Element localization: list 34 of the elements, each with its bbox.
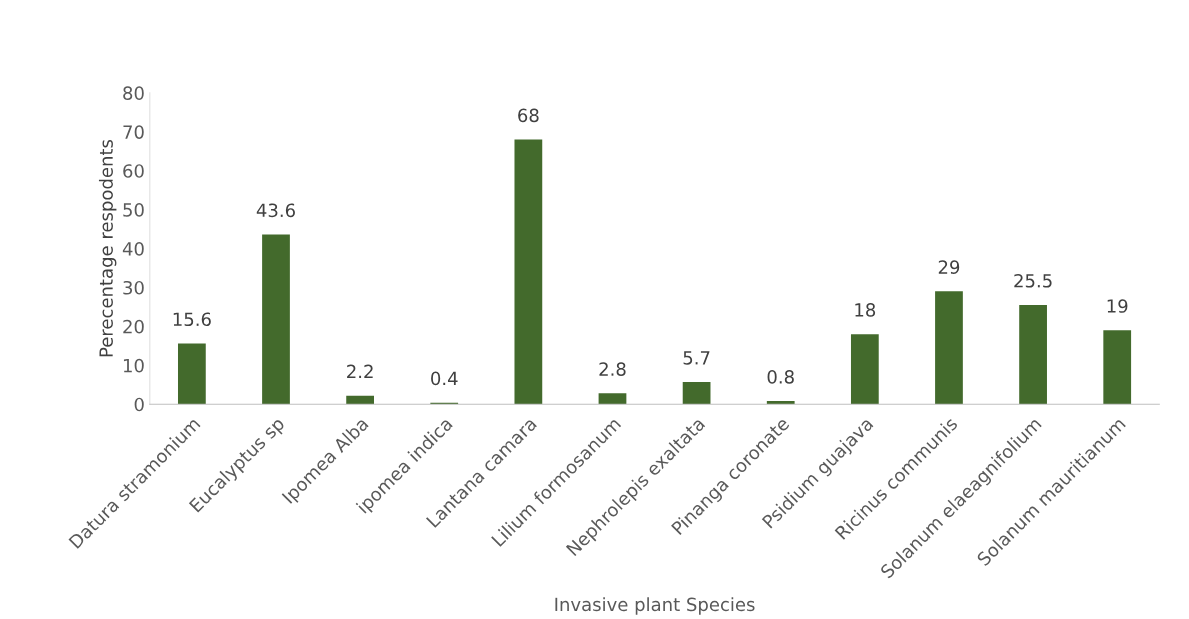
y-tick-label: 20 bbox=[123, 319, 144, 334]
data-label: 19 bbox=[1107, 299, 1128, 313]
bar bbox=[177, 343, 206, 405]
x-axis-title: Invasive plant Species bbox=[555, 597, 755, 615]
data-label: 0.8 bbox=[767, 370, 794, 384]
y-tick-label: 10 bbox=[123, 358, 144, 373]
data-label: 68 bbox=[518, 108, 539, 123]
data-label: 18 bbox=[855, 303, 876, 317]
y-tick-label: 70 bbox=[123, 125, 144, 139]
data-label: 43.6 bbox=[256, 203, 295, 218]
y-tick-label: 0 bbox=[134, 397, 144, 412]
bar bbox=[850, 334, 879, 405]
y-tick-label: 30 bbox=[123, 280, 144, 295]
data-label: 2.2 bbox=[347, 364, 373, 378]
bar bbox=[1019, 304, 1047, 405]
y-axis-title: Perecentage respodents bbox=[98, 139, 117, 357]
y-tick-label: 50 bbox=[123, 203, 144, 217]
bar bbox=[262, 234, 290, 405]
bar bbox=[598, 393, 627, 405]
bar bbox=[935, 291, 963, 405]
data-label: 0.4 bbox=[431, 371, 458, 386]
bar bbox=[766, 401, 795, 405]
data-label: 15.6 bbox=[173, 312, 211, 327]
bar bbox=[346, 395, 374, 405]
bar bbox=[1103, 330, 1132, 405]
data-label: 5.7 bbox=[683, 351, 710, 365]
y-tick-label: 80 bbox=[123, 86, 144, 100]
data-label: 2.8 bbox=[599, 362, 626, 376]
data-label: 29 bbox=[938, 260, 960, 274]
bar bbox=[682, 382, 711, 405]
data-label: 25.5 bbox=[1014, 273, 1052, 288]
y-tick-label: 40 bbox=[122, 241, 144, 256]
bar bbox=[514, 139, 543, 405]
y-tick-label: 60 bbox=[123, 164, 144, 178]
